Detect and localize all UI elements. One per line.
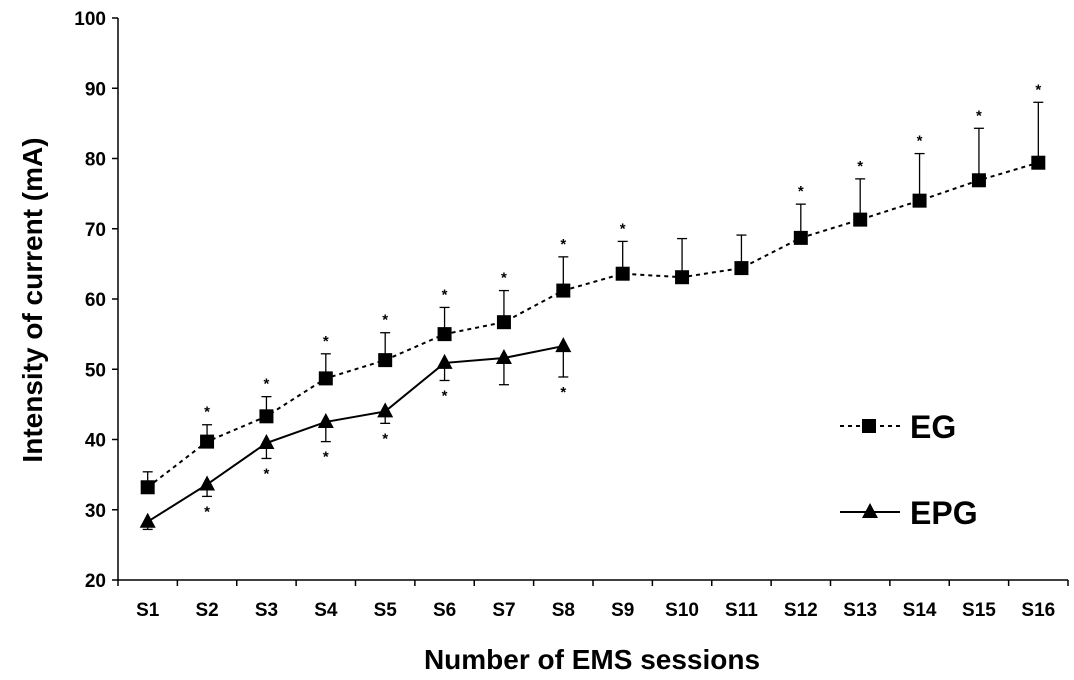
y-axis-title: Intensity of current (mA) (17, 137, 48, 462)
eg-point (793, 230, 808, 245)
eg-significance-mark: * (323, 333, 329, 350)
eg-significance-mark: * (204, 404, 210, 421)
epg-significance-mark: * (382, 430, 388, 447)
x-tick-label: S5 (374, 600, 398, 621)
series-epg: * * * * * * (139, 337, 572, 531)
x-tick-label: S16 (1021, 600, 1055, 621)
eg-significance-mark: * (264, 376, 270, 393)
x-axis-title: Number of EMS sessions (424, 644, 760, 675)
legend: EG EPG (840, 409, 978, 531)
x-tick-label: S14 (903, 600, 937, 621)
eg-point (556, 283, 571, 298)
legend-eg-marker (862, 419, 876, 433)
x-tick-label: S1 (136, 600, 160, 621)
x-tick-label: S13 (843, 600, 877, 621)
legend-epg-label: EPG (910, 495, 978, 531)
x-tick-label: S6 (433, 600, 456, 621)
eg-significance-mark: * (442, 286, 448, 303)
eg-point (734, 261, 749, 276)
y-tick-label: 100 (74, 9, 106, 30)
x-tick-label: S4 (314, 600, 338, 621)
eg-point (971, 173, 986, 188)
x-tick-label: S7 (492, 600, 515, 621)
eg-point (200, 434, 215, 449)
eg-point (259, 409, 274, 424)
eg-significance-mark: * (620, 220, 626, 237)
x-tick-label: S2 (195, 600, 218, 621)
eg-point (378, 353, 393, 368)
epg-significance-mark: * (442, 387, 448, 404)
epg-point (258, 434, 275, 450)
eg-significance-mark: * (857, 158, 863, 175)
y-tick-label: 40 (85, 431, 106, 452)
eg-significance-mark: * (1035, 81, 1041, 98)
x-tick-label: S11 (725, 600, 758, 621)
eg-point (912, 193, 927, 208)
y-tick-label: 50 (85, 360, 106, 381)
y-tick-label: 60 (85, 290, 106, 311)
epg-significance-mark: * (204, 503, 210, 520)
epg-point (436, 353, 453, 369)
y-tick-label: 30 (85, 501, 106, 522)
epg-point (199, 475, 216, 491)
axes: 20 30 40 50 60 70 80 90 100 S1 S2 S3 S4 S5 S6 S7 S8 S9 S10… (74, 9, 1069, 621)
legend-epg-marker (862, 503, 878, 518)
eg-point (318, 371, 333, 386)
eg-point (496, 315, 511, 330)
y-tick-label: 20 (85, 571, 106, 592)
x-tick-label: S9 (611, 600, 634, 621)
eg-point (615, 266, 630, 281)
eg-significance-mark: * (917, 133, 923, 150)
y-tick-label: 90 (85, 79, 106, 100)
eg-significance-mark: * (798, 183, 804, 200)
eg-point (1031, 155, 1046, 170)
epg-point (317, 412, 334, 428)
x-tick-label: S15 (962, 600, 996, 621)
y-tick-label: 70 (85, 220, 106, 241)
eg-significance-mark: * (501, 270, 507, 287)
x-tick-label: S12 (784, 600, 818, 621)
series-eg: * * * * * * * * * * * * * (140, 81, 1046, 495)
eg-point (853, 212, 868, 227)
epg-point (139, 512, 156, 528)
eg-significance-mark: * (976, 107, 982, 124)
eg-point (140, 480, 155, 495)
epg-significance-mark: * (323, 449, 329, 466)
y-tick-label: 80 (85, 150, 106, 171)
x-tick-label: S8 (552, 600, 575, 621)
x-tick-label: S10 (665, 600, 699, 621)
eg-point (437, 327, 452, 342)
eg-significance-mark: * (560, 236, 566, 253)
eg-significance-mark: * (382, 312, 388, 329)
epg-point (555, 337, 572, 353)
epg-line (147, 345, 564, 523)
epg-point (495, 349, 512, 365)
epg-significance-mark: * (264, 465, 270, 482)
epg-significance-mark: * (560, 384, 566, 401)
x-tick-label: S3 (255, 600, 278, 621)
epg-point (377, 402, 394, 418)
eg-point (675, 270, 690, 285)
legend-eg-label: EG (910, 409, 956, 445)
